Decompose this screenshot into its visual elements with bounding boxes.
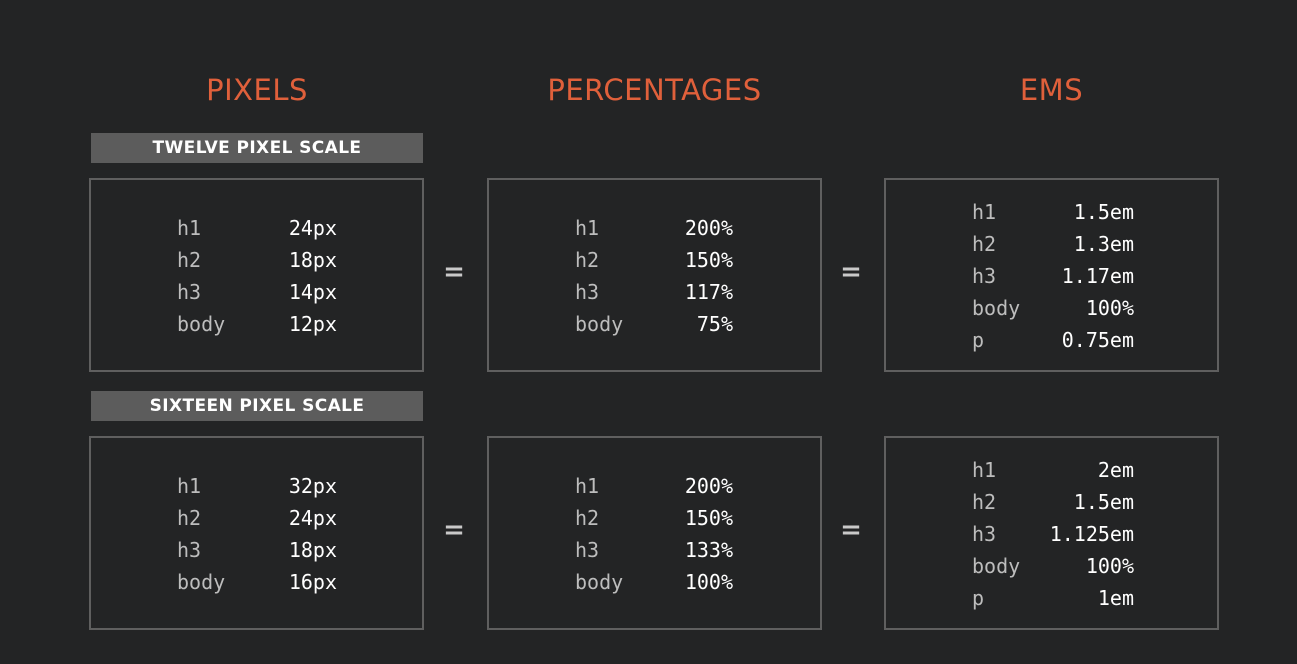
row-key: body [972,296,1021,320]
row-value: 200% [684,474,733,498]
row-key: h2 [575,248,600,272]
row-key: h3 [972,264,997,288]
sixteen-ems-box: h1 2em h2 1.5em h3 1.125em body 100% p 1em [884,436,1219,630]
row-key: body [575,570,624,594]
list-item: h3 117% [575,276,733,308]
row-key: h3 [177,280,202,304]
list-item: p 1em [972,582,1134,614]
list-item: h1 200% [575,212,733,244]
row-value: 12px [288,312,337,336]
row-key: h1 [972,458,997,482]
row-key: h1 [575,216,600,240]
list-item: body 16px [177,566,337,598]
row-key: h3 [575,280,600,304]
row-value: 100% [1085,296,1134,320]
list-item: h2 1.3em [972,228,1134,260]
row-value: 24px [288,216,337,240]
list-item: h3 1.125em [972,518,1134,550]
equals-sign: = [443,515,465,545]
equals-sign: = [840,515,862,545]
row-key: h2 [972,232,997,256]
row-value: 1.5em [1073,490,1134,514]
sixteen-percentages-list: h1 200% h2 150% h3 133% body 100% [575,470,733,598]
list-item: h1 1.5em [972,196,1134,228]
row-value: 1em [1097,586,1134,610]
row-value: 150% [684,506,733,530]
row-value: 24px [288,506,337,530]
list-item: h3 1.17em [972,260,1134,292]
row-key: h1 [177,474,202,498]
row-key: p [972,328,985,352]
sixteen-pixels-list: h1 32px h2 24px h3 18px body 16px [177,470,337,598]
header-percentages: PERCENTAGES [547,73,762,107]
row-key: h3 [575,538,600,562]
header-ems: EMS [1019,73,1084,107]
row-value: 1.17em [1061,264,1134,288]
list-item: h2 24px [177,502,337,534]
row-key: h1 [575,474,600,498]
equals-sign: = [443,257,465,287]
row-value: 117% [684,280,733,304]
row-key: h2 [177,506,202,530]
row-value: 200% [684,216,733,240]
row-value: 100% [684,570,733,594]
row-key: h2 [575,506,600,530]
row-key: body [177,312,226,336]
twelve-pixel-scale-label: TWELVE PIXEL SCALE [91,133,423,163]
list-item: h2 18px [177,244,337,276]
row-key: p [972,586,985,610]
list-item: h3 14px [177,276,337,308]
row-value: 1.125em [1049,522,1134,546]
sixteen-pixel-scale-label: SIXTEEN PIXEL SCALE [91,391,423,421]
row-value: 16px [288,570,337,594]
list-item: h3 18px [177,534,337,566]
row-key: body [972,554,1021,578]
row-key: body [575,312,624,336]
list-item: body 12px [177,308,337,340]
sixteen-percentages-box: h1 200% h2 150% h3 133% body 100% [487,436,822,630]
row-key: h1 [972,200,997,224]
row-value: 100% [1085,554,1134,578]
row-key: h3 [177,538,202,562]
sixteen-pixels-box: h1 32px h2 24px h3 18px body 16px [89,436,424,630]
equals-sign: = [840,257,862,287]
row-value: 32px [288,474,337,498]
list-item: h1 200% [575,470,733,502]
twelve-pixels-box: h1 24px h2 18px h3 14px body 12px [89,178,424,372]
list-item: body 75% [575,308,733,340]
list-item: body 100% [575,566,733,598]
row-key: h2 [177,248,202,272]
row-key: body [177,570,226,594]
list-item: body 100% [972,550,1134,582]
list-item: h1 24px [177,212,337,244]
sixteen-ems-list: h1 2em h2 1.5em h3 1.125em body 100% p 1em [972,454,1134,614]
twelve-ems-list: h1 1.5em h2 1.3em h3 1.17em body 100% p 0.75e… [972,196,1134,356]
header-pixels: PIXELS [206,73,308,107]
twelve-pixels-list: h1 24px h2 18px h3 14px body 12px [177,212,337,340]
row-value: 0.75em [1061,328,1134,352]
twelve-ems-box: h1 1.5em h2 1.3em h3 1.17em body 100% p 0.75e… [884,178,1219,372]
row-value: 75% [696,312,733,336]
list-item: h2 1.5em [972,486,1134,518]
row-value: 2em [1097,458,1134,482]
list-item: body 100% [972,292,1134,324]
row-value: 1.3em [1073,232,1134,256]
row-key: h1 [177,216,202,240]
twelve-percentages-list: h1 200% h2 150% h3 117% body 75% [575,212,733,340]
row-key: h2 [972,490,997,514]
list-item: h3 133% [575,534,733,566]
twelve-percentages-box: h1 200% h2 150% h3 117% body 75% [487,178,822,372]
list-item: h2 150% [575,244,733,276]
row-value: 18px [288,248,337,272]
row-value: 150% [684,248,733,272]
row-value: 133% [684,538,733,562]
row-value: 14px [288,280,337,304]
list-item: p 0.75em [972,324,1134,356]
list-item: h2 150% [575,502,733,534]
row-key: h3 [972,522,997,546]
list-item: h1 32px [177,470,337,502]
row-value: 1.5em [1073,200,1134,224]
row-value: 18px [288,538,337,562]
list-item: h1 2em [972,454,1134,486]
